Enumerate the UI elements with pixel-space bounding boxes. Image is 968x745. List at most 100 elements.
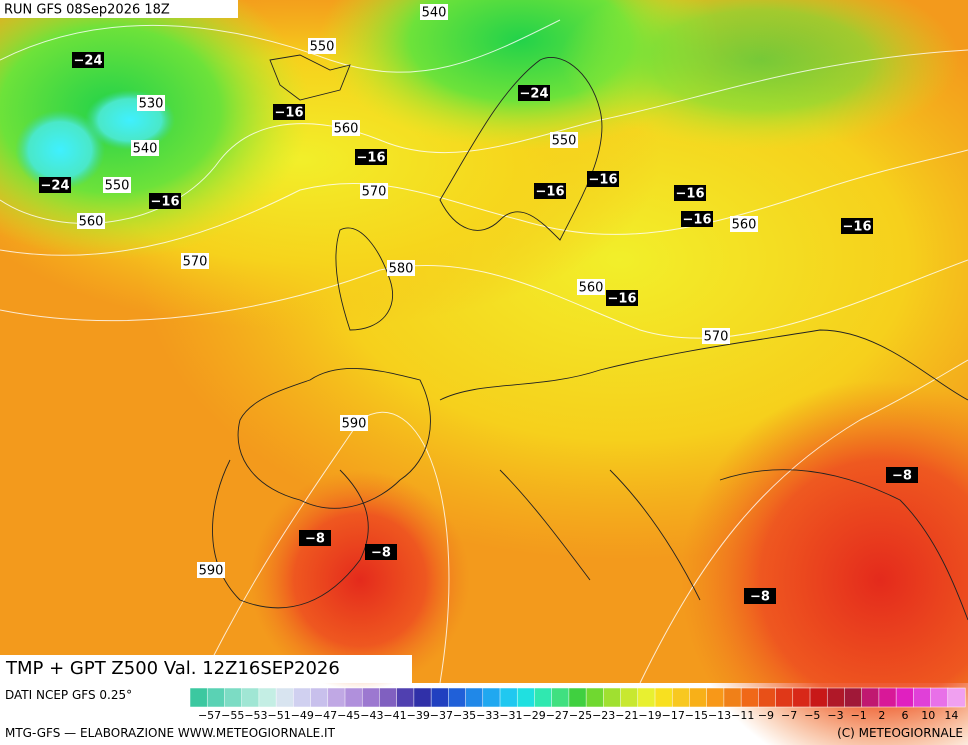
color-swatch — [861, 687, 880, 708]
color-swatch — [947, 687, 966, 708]
colorbar-label: −15 — [685, 709, 708, 722]
contour-label: 550 — [310, 40, 335, 55]
colorbar-label: −41 — [383, 709, 406, 722]
color-swatch — [344, 687, 363, 708]
contour-label: 550 — [552, 134, 577, 149]
color-swatch — [792, 687, 811, 708]
temperature-label: −24 — [41, 179, 70, 194]
color-swatch — [430, 687, 449, 708]
color-swatch — [241, 687, 260, 708]
contour-label-box — [420, 4, 448, 20]
colorbar-label: −51 — [268, 709, 291, 722]
temperature-label-box — [518, 85, 550, 101]
contour-label: 540 — [133, 142, 158, 157]
copyright-label: (C) METEOGIORNALE — [837, 726, 963, 740]
temperature-label-box — [72, 52, 104, 68]
contour-label: 550 — [105, 179, 130, 194]
temperature-label-box — [606, 290, 638, 306]
color-swatch — [310, 687, 329, 708]
colorbar-label: −37 — [430, 709, 453, 722]
contour-label-box — [702, 328, 730, 344]
color-swatch — [465, 687, 484, 708]
contour-label-box — [308, 38, 336, 54]
color-swatch — [809, 687, 828, 708]
temperature-label-box — [273, 104, 305, 120]
temperature-label-box — [841, 218, 873, 234]
colorbar-label: −45 — [337, 709, 360, 722]
temperature-label: −8 — [305, 532, 325, 547]
colorbar-label: 10 — [921, 709, 935, 722]
coastline — [719, 469, 968, 621]
coastline — [212, 459, 369, 609]
coastline — [335, 227, 394, 331]
colorbar-label: −55 — [221, 709, 244, 722]
color-swatch — [361, 687, 380, 708]
contour-label-box — [131, 140, 159, 156]
color-swatch — [413, 687, 432, 708]
colorbar-label: −53 — [244, 709, 267, 722]
color-swatch — [293, 687, 312, 708]
colorbar-label: −19 — [638, 709, 661, 722]
colorbar-label: −25 — [569, 709, 592, 722]
isohypse — [0, 259, 968, 339]
run-label: RUN GFS 08Sep2026 18Z — [4, 3, 170, 18]
temperature-label-box — [355, 149, 387, 165]
colorbar: −57 −55 −53 −51 −49 −47 −45 −43 −41 −39 −37 −35 −33−… — [189, 687, 966, 722]
color-swatch — [206, 687, 225, 708]
temperature-label-box — [149, 193, 181, 209]
coastlines — [212, 54, 968, 621]
temperature-label: −16 — [536, 185, 565, 200]
color-swatch — [224, 687, 243, 708]
colorbar-label: −29 — [523, 709, 546, 722]
run-box — [0, 0, 238, 18]
colorbar-label: 14 — [944, 709, 958, 722]
color-swatch — [930, 687, 949, 708]
isohypse — [0, 149, 968, 256]
color-swatch — [189, 687, 208, 708]
temperature-label-box — [534, 183, 566, 199]
isohypse — [0, 19, 561, 73]
color-swatch — [327, 687, 346, 708]
contour-label: 530 — [139, 97, 164, 112]
isohypse — [0, 49, 968, 224]
colorbar-label: −47 — [314, 709, 337, 722]
colorbar-label: 2 — [878, 709, 885, 722]
contour-label-box — [197, 562, 225, 578]
color-swatch — [913, 687, 932, 708]
color-swatch — [740, 687, 759, 708]
colorbar-label: −27 — [546, 709, 569, 722]
source-label: DATI NCEP GFS 0.25° — [5, 688, 133, 702]
contour-label: 570 — [704, 330, 729, 345]
contour-label: 570 — [183, 255, 208, 270]
coastline — [439, 57, 603, 241]
color-swatch — [895, 687, 914, 708]
temperature-label-box — [886, 467, 918, 483]
cold-core — [15, 110, 105, 190]
color-swatch — [826, 687, 845, 708]
color-swatch — [775, 687, 794, 708]
temperature-label-box — [587, 171, 619, 187]
contour-label-box — [332, 120, 360, 136]
colorbar-label: −33 — [476, 709, 499, 722]
color-swatch — [758, 687, 777, 708]
contour-label-box — [181, 253, 209, 269]
contour-label-box — [137, 95, 165, 111]
contour-label: 570 — [362, 185, 387, 200]
product-label: TMP + GPT Z500 Val. 12Z16SEP2026 — [5, 658, 340, 679]
colorbar-label: −1 — [851, 709, 867, 722]
colorbar-label: −9 — [758, 709, 774, 722]
contour-label: 560 — [579, 281, 604, 296]
colorbar-label: −43 — [360, 709, 383, 722]
colorbar-label: −35 — [453, 709, 476, 722]
credit-label: MTG-GFS — ELABORAZIONE WWW.METEOGIORNALE… — [5, 726, 335, 740]
temperature-label: −24 — [520, 87, 549, 102]
temperature-label: −16 — [357, 151, 386, 166]
temperature-label: −16 — [683, 213, 712, 228]
contour-label: 580 — [389, 262, 414, 277]
color-swatch — [275, 687, 294, 708]
contour-label: 560 — [334, 122, 359, 137]
isohypses — [0, 19, 968, 684]
temperature-label: −8 — [371, 546, 391, 561]
